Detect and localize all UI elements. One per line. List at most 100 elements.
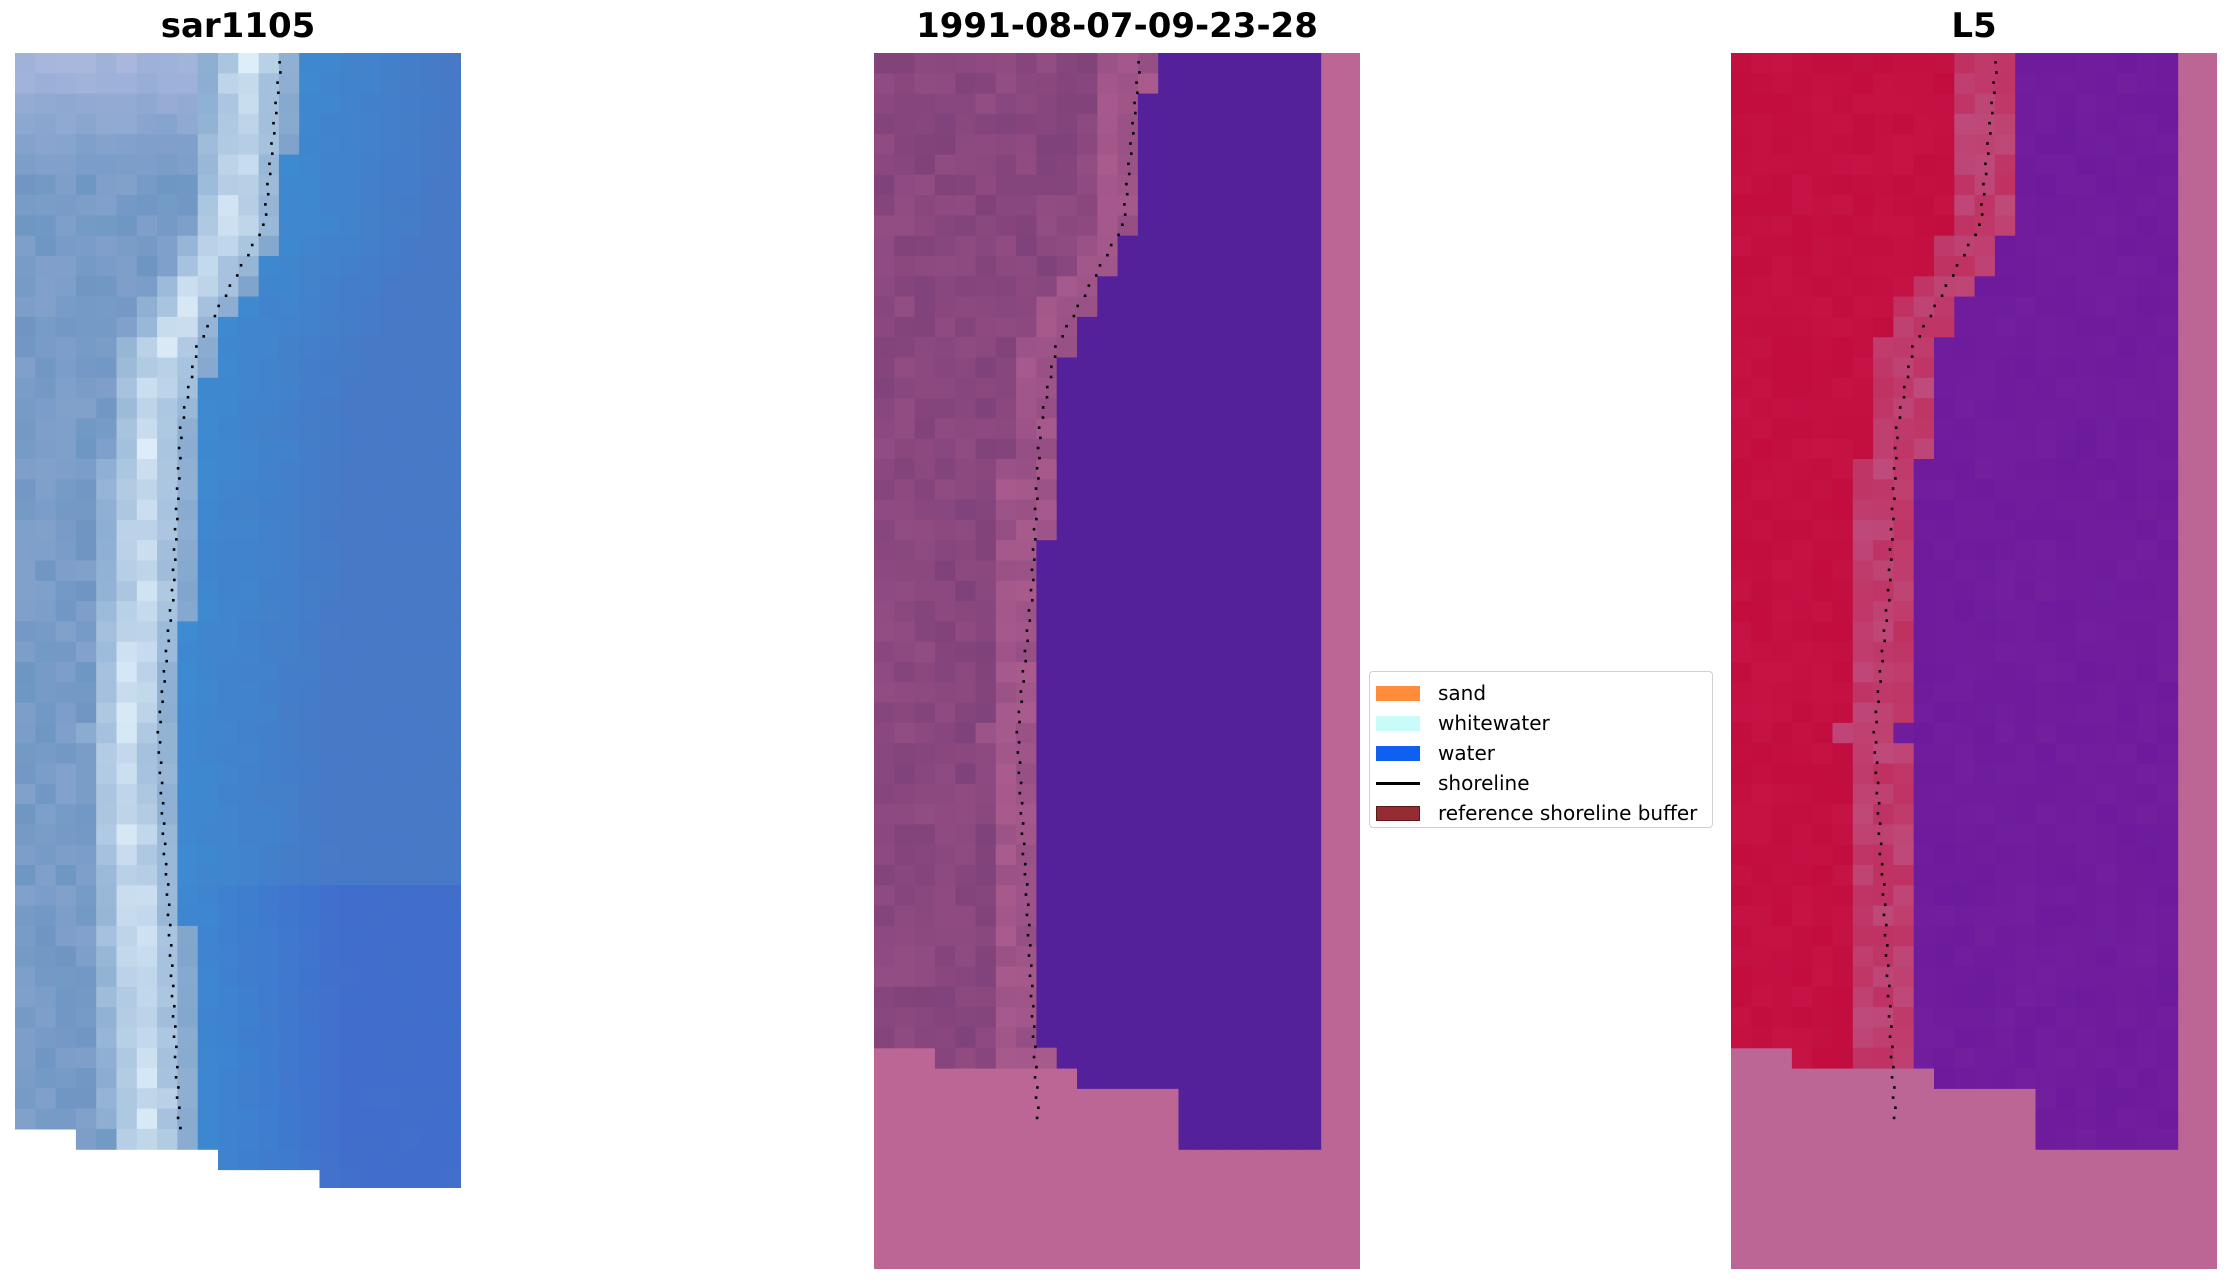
class-pixel: [995, 418, 1017, 440]
index-pixel: [1893, 418, 1915, 440]
class-pixel: [955, 702, 977, 724]
class-pixel: [1259, 398, 1281, 419]
class-pixel: [1239, 601, 1261, 622]
class-pixel: [1219, 93, 1240, 115]
shoreline-point: [1989, 132, 1992, 135]
image-pixel: [360, 1128, 381, 1150]
class-pixel: [1259, 905, 1281, 927]
image-pixel: [421, 357, 442, 379]
shoreline-point: [1944, 284, 1948, 287]
image-pixel: [55, 824, 77, 846]
index-pixel: [1791, 235, 1813, 257]
image-pixel: [55, 459, 77, 480]
class-pixel: [955, 560, 977, 582]
shoreline-point: [170, 964, 174, 967]
shoreline-point: [1877, 700, 1880, 704]
index-pixel: [2055, 337, 2077, 359]
image-pixel: [197, 986, 219, 1008]
class-pixel: [934, 174, 956, 196]
legend-label: whitewater: [1438, 711, 1550, 735]
index-pixel: [1771, 783, 1793, 805]
class-pixel: [1280, 1007, 1301, 1028]
class-pixel: [1280, 154, 1301, 176]
class-pixel: [1016, 195, 1037, 216]
class-pixel: [1219, 743, 1240, 765]
class-pixel: [1117, 113, 1139, 135]
image-pixel: [15, 113, 36, 135]
image-pixel: [116, 398, 138, 419]
index-pixel: [1934, 377, 1955, 399]
image-pixel: [339, 662, 361, 683]
index-pixel: [1913, 296, 1935, 318]
image-pixel: [75, 946, 97, 968]
class-pixel: [1117, 986, 1139, 1008]
index-pixel: [1913, 986, 1935, 1008]
image-pixel: [441, 702, 461, 724]
index-pixel: [1832, 398, 1854, 419]
image-pixel: [55, 479, 77, 501]
class-pixel: [894, 215, 916, 237]
image-pixel: [136, 256, 158, 277]
class-pixel: [1198, 966, 1220, 988]
index-pixel: [2096, 682, 2118, 704]
image-pixel: [441, 357, 461, 379]
class-pixel: [1117, 702, 1139, 724]
image-pixel: [299, 1149, 321, 1171]
image-pixel: [360, 235, 381, 257]
class-pixel: [1097, 93, 1119, 115]
class-pixel: [1259, 560, 1281, 582]
index-pixel: [1974, 235, 1996, 257]
index-pixel: [1852, 885, 1874, 907]
image-pixel: [278, 702, 300, 724]
image-pixel: [319, 337, 341, 359]
image-pixel: [75, 418, 97, 440]
image-pixel: [380, 865, 402, 886]
class-pixel: [995, 296, 1017, 318]
class-pixel: [1056, 621, 1078, 643]
image-pixel: [218, 865, 239, 886]
image-pixel: [360, 641, 381, 663]
image-pixel: [197, 925, 219, 947]
class-pixel: [934, 824, 956, 846]
shoreline-point: [1955, 264, 1959, 267]
class-pixel: [955, 601, 977, 622]
class-pixel: [1077, 743, 1098, 765]
index-pixel: [2096, 398, 2118, 419]
class-pixel: [1178, 865, 1200, 886]
image-pixel: [218, 702, 239, 724]
image-pixel: [339, 1128, 361, 1150]
index-pixel: [1832, 53, 1854, 74]
index-pixel: [1771, 418, 1793, 440]
index-pixel: [1913, 53, 1935, 74]
class-pixel: [1077, 560, 1098, 582]
index-pixel: [2137, 804, 2158, 825]
index-pixel: [2137, 621, 2158, 643]
index-pixel: [2157, 540, 2179, 562]
image-pixel: [218, 235, 239, 257]
class-pixel: [1280, 946, 1301, 968]
image-pixel: [421, 682, 442, 704]
shoreline-point: [1888, 984, 1891, 988]
index-pixel: [1832, 134, 1854, 156]
index-pixel: [2137, 601, 2158, 622]
class-pixel: [955, 53, 977, 74]
index-pixel: [2137, 499, 2158, 521]
shoreline-point: [1875, 761, 1879, 764]
image-pixel: [319, 215, 341, 237]
index-pixel: [2035, 682, 2057, 704]
class-pixel: [934, 844, 956, 866]
class-pixel: [1239, 377, 1261, 399]
index-pixel: [1954, 925, 1976, 947]
index-pixel: [2055, 53, 2077, 74]
class-pixel: [1158, 1068, 1180, 1089]
shoreline-point: [182, 416, 186, 419]
image-pixel: [136, 621, 158, 643]
image-pixel: [96, 966, 118, 988]
class-pixel: [1239, 865, 1261, 886]
image-pixel: [400, 134, 422, 156]
index-pixel: [1913, 1007, 1935, 1028]
index-pixel: [1994, 459, 2016, 480]
image-pixel: [400, 702, 422, 724]
index-pixel: [1954, 540, 1976, 562]
image-pixel: [157, 641, 178, 663]
